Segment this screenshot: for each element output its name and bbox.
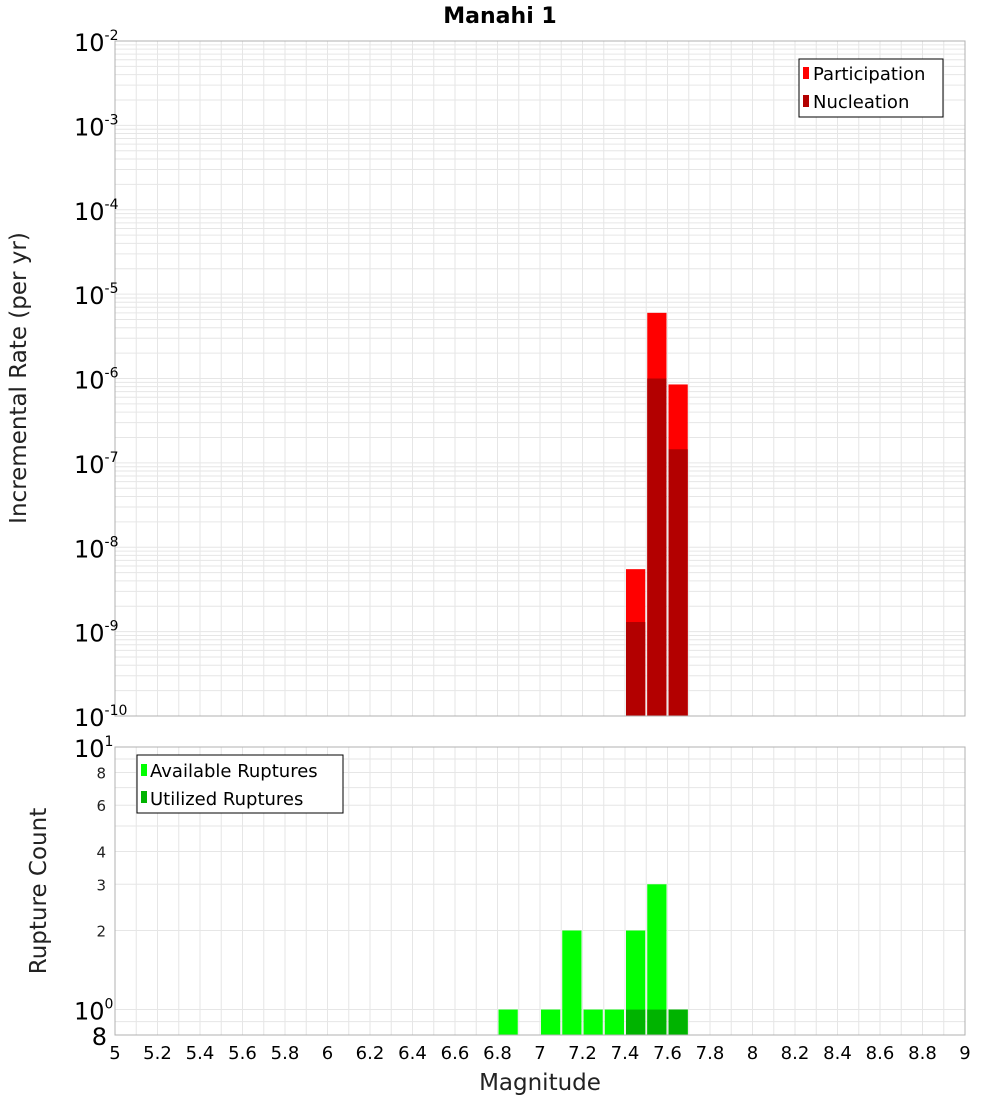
x-tick-label: 8.2 (781, 1043, 810, 1064)
x-tick-label: 8 (747, 1043, 758, 1064)
bottom-y-tick-label: 3 (96, 876, 106, 894)
x-tick-label: 8.4 (823, 1043, 852, 1064)
nucleation-bar (647, 378, 667, 716)
bottom-y-tick-label: 2 (96, 923, 106, 941)
available-bar (583, 1009, 603, 1035)
x-tick-label: 6.8 (483, 1043, 512, 1064)
x-tick-label: 7.4 (611, 1043, 640, 1064)
legend-participation: Participation (813, 64, 925, 85)
top-y-tick-label: 10-6 (74, 366, 119, 395)
available-bar (604, 1009, 624, 1035)
nucleation-bar (668, 449, 688, 716)
nucleation-swatch (803, 95, 809, 107)
x-tick-label: 5.2 (143, 1043, 172, 1064)
x-tick-label: 6.2 (356, 1043, 385, 1064)
utilized-bar (668, 1009, 688, 1035)
top-panel: 10-2 10-3 10-4 10-5 10-6 10-7 10-8 10-9 10-10 In… (6, 28, 966, 732)
available-bar (541, 1009, 561, 1035)
x-tick-label: 6 (322, 1043, 333, 1064)
x-tick-label: 5.8 (271, 1043, 300, 1064)
nucleation-bar (626, 622, 646, 716)
top-plot-frame (114, 40, 966, 717)
x-tick-label: 5.6 (228, 1043, 257, 1064)
bottom-y-tick-label: 6 (96, 797, 106, 815)
bottom-y-tick-label: 101 (74, 734, 113, 763)
top-bars (626, 312, 688, 716)
top-y-tick-label: 10-5 (74, 281, 119, 310)
available-bar (626, 930, 646, 1035)
utilized-swatch (141, 791, 147, 803)
top-y-tick-label: 10-7 (74, 450, 119, 479)
bottom-y-tick-label: 8 (92, 1023, 107, 1051)
x-tick-label: 9 (959, 1043, 970, 1064)
top-y-ticks: 10-2 10-3 10-4 10-5 10-6 10-7 10-8 10-9 10-10 (74, 28, 127, 732)
bottom-y-axis-label: Rupture Count (26, 808, 52, 974)
x-ticks: 5 5.2 5.4 5.6 5.8 6 6.2 6.4 6.6 6.8 7 7.2 7.4 7.6 7.8 8… (109, 1043, 970, 1064)
available-bar (647, 884, 667, 1035)
top-y-tick-label: 10-10 (74, 703, 127, 732)
available-bar (498, 1009, 518, 1035)
bottom-plot-frame (114, 746, 966, 1036)
x-tick-label: 7.2 (568, 1043, 597, 1064)
bottom-y-tick-label: 4 (96, 843, 106, 861)
x-axis-label: Magnitude (479, 1070, 601, 1096)
utilized-bar (626, 1009, 646, 1035)
top-y-axis-label: Incremental Rate (per yr) (6, 232, 32, 524)
legend-available: Available Ruptures (150, 761, 318, 782)
bottom-legend-box (136, 754, 344, 814)
x-tick-label: 7.6 (653, 1043, 682, 1064)
x-tick-label: 5 (109, 1043, 120, 1064)
x-tick-label: 5.4 (186, 1043, 215, 1064)
x-tick-label: 7.8 (696, 1043, 725, 1064)
x-tick-label: 6.6 (441, 1043, 470, 1064)
x-tick-label: 6.4 (398, 1043, 427, 1064)
x-tick-label: 8.6 (866, 1043, 895, 1064)
top-y-tick-label: 10-2 (74, 28, 119, 57)
top-legend-box (798, 58, 944, 118)
top-y-tick-label: 10-9 (74, 619, 119, 648)
bottom-bars (498, 884, 688, 1035)
top-y-tick-label: 10-8 (74, 534, 119, 563)
bottom-y-tick-label: 100 (74, 997, 113, 1026)
bottom-legend: Available Ruptures Utilized Ruptures (136, 754, 344, 814)
bottom-y-tick-label: 8 (96, 764, 106, 782)
available-bar (562, 930, 582, 1035)
legend-nucleation: Nucleation (813, 92, 909, 113)
top-y-tick-label: 10-3 (74, 112, 119, 141)
legend-utilized: Utilized Ruptures (150, 789, 303, 810)
top-legend: Participation Nucleation (798, 58, 944, 118)
available-swatch (141, 764, 147, 776)
chart-title: Manahi 1 (443, 4, 556, 29)
participation-swatch (803, 67, 809, 79)
x-tick-label: 7 (534, 1043, 545, 1064)
top-grid (114, 41, 966, 717)
top-y-tick-label: 10-4 (74, 197, 119, 226)
utilized-bar (647, 1009, 667, 1035)
x-tick-label: 8.8 (908, 1043, 937, 1064)
